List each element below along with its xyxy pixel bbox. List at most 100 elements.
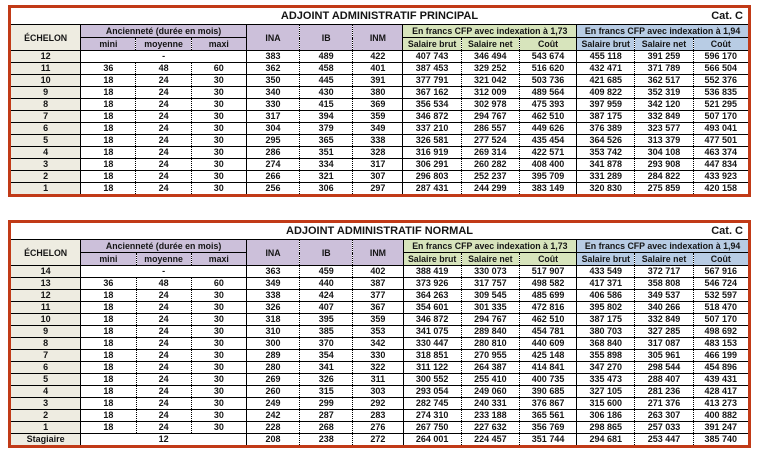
salaire-brut-194-cell: 432 471 (576, 62, 636, 75)
salaire-net-173-cell: 270 955 (460, 349, 520, 362)
cout-173-cell: 503 736 (518, 74, 578, 87)
salaire-brut-173-cell: 318 851 (402, 349, 462, 362)
grade-row: 4 18 24 30 286 351 328 316 919 269 314 422 571 353… (8, 146, 751, 159)
salaire-brut-173-cell: 341 075 (402, 325, 462, 338)
mini-header: mini (80, 37, 137, 51)
mini-cell: 18 (80, 397, 137, 410)
cout-194-cell: 447 834 (692, 158, 751, 171)
salaire-net-194-cell: 304 108 (634, 146, 694, 159)
maxi-cell: 30 (190, 134, 247, 147)
salaire-brut-194-cell: 376 389 (576, 122, 636, 135)
cfp-194-group-header: En francs CFP avec indexation à 1,94 (576, 239, 750, 253)
salaire-brut-194-cell: 387 175 (576, 313, 636, 326)
mini-cell: 18 (80, 98, 137, 111)
cout-173-cell: 517 907 (518, 265, 578, 278)
ib-cell: 430 (299, 86, 354, 99)
maxi-cell: 30 (190, 98, 247, 111)
salaire-net-194-cell: 323 577 (634, 122, 694, 135)
ina-cell: 300 (245, 337, 301, 350)
echelon-cell: 7 (8, 110, 82, 123)
salaire-net-173-cell: 233 188 (460, 409, 520, 422)
salaire-brut-194-cell: 294 681 (576, 433, 636, 447)
salaire-net-173-cell: 294 767 (460, 313, 520, 326)
grade-row: 7 18 24 30 289 354 330 318 851 270 955 425 148 355… (8, 349, 751, 362)
cout-194-cell: 566 504 (692, 62, 751, 75)
mini-cell: 18 (80, 361, 137, 374)
mini-cell: 18 (80, 373, 137, 386)
grade-row: 12 18 24 30 338 424 377 364 263 309 545 485 699 40… (8, 289, 751, 302)
salaire-brut-173-cell: 282 745 (402, 397, 462, 410)
maxi-cell: 30 (190, 170, 247, 183)
cout-194-header: Coût (692, 252, 751, 266)
ib-cell: 341 (299, 361, 354, 374)
inm-cell: 283 (352, 409, 404, 422)
category-label: Cat. C (711, 10, 743, 22)
grade-row: 1 18 24 30 256 306 297 287 431 244 299 383 149 320… (8, 182, 751, 196)
grade-row: 2 18 24 30 242 287 283 274 310 233 188 365 561 306… (8, 409, 751, 422)
ina-cell: 304 (245, 122, 301, 135)
echelon-cell: 9 (8, 325, 82, 338)
cout-194-cell: 420 158 (692, 182, 751, 196)
mini-cell: 18 (80, 421, 137, 434)
ib-cell: 351 (299, 146, 354, 159)
salaire-brut-194-cell: 364 526 (576, 134, 636, 147)
salaire-net-173-cell: 269 314 (460, 146, 520, 159)
normal-table: ADJOINT ADMINISTRATIF NORMAL Cat. C ÉCHE… (8, 220, 751, 448)
anciennete-merged-cell: - (80, 265, 247, 278)
maxi-cell: 30 (190, 409, 247, 422)
salaire-brut-194-cell: 353 742 (576, 146, 636, 159)
cout-194-cell: 483 153 (692, 337, 751, 350)
salaire-brut-194-cell: 315 600 (576, 397, 636, 410)
echelon-cell: 4 (8, 385, 82, 398)
mini-cell: 18 (80, 409, 137, 422)
salaire-brut-173-cell: 367 162 (402, 86, 462, 99)
salaire-brut-173-cell: 346 872 (402, 313, 462, 326)
maxi-cell: 30 (190, 373, 247, 386)
moyenne-cell: 24 (135, 134, 192, 147)
grade-row: 3 18 24 30 249 299 292 282 745 240 331 376 867 315… (8, 397, 751, 410)
salaire-net-173-cell: 312 009 (460, 86, 520, 99)
maxi-cell: 30 (190, 301, 247, 314)
salaire-net-173-cell: 249 060 (460, 385, 520, 398)
salaire-brut-194-cell: 341 878 (576, 158, 636, 171)
salaire-net-173-cell: 346 494 (460, 50, 520, 63)
cout-194-cell: 463 374 (692, 146, 751, 159)
moyenne-cell: 24 (135, 373, 192, 386)
salaire-net-194-cell: 288 407 (634, 373, 694, 386)
maxi-header: maxi (190, 252, 247, 266)
ina-cell: 289 (245, 349, 301, 362)
echelon-header: ÉCHELON (8, 239, 82, 266)
echelon-cell: 3 (8, 158, 82, 171)
ina-cell: 363 (245, 265, 301, 278)
anciennete-merged-cell: 12 (80, 433, 247, 447)
salaire-brut-173-cell: 356 534 (402, 98, 462, 111)
salaire-net-194-cell: 362 517 (634, 74, 694, 87)
ib-header: IB (299, 24, 354, 51)
salaire-brut-194-header: Salaire brut (576, 37, 636, 51)
inm-cell: 387 (352, 277, 404, 290)
ib-cell: 395 (299, 313, 354, 326)
grade-row: 10 18 24 30 318 395 359 346 872 294 767 462 510 38… (8, 313, 751, 326)
moyenne-cell: 24 (135, 98, 192, 111)
ina-cell: 383 (245, 50, 301, 63)
ib-cell: 370 (299, 337, 354, 350)
salaire-brut-173-cell: 306 291 (402, 158, 462, 171)
moyenne-cell: 24 (135, 146, 192, 159)
ina-cell: 280 (245, 361, 301, 374)
ina-cell: 295 (245, 134, 301, 147)
salaire-brut-194-cell: 306 186 (576, 409, 636, 422)
mini-cell: 18 (80, 134, 137, 147)
echelon-cell: 10 (8, 313, 82, 326)
grade-row: 6 18 24 30 280 341 322 311 122 264 387 414 841 347… (8, 361, 751, 374)
mini-cell: 18 (80, 146, 137, 159)
grade-row: 10 18 24 30 350 445 391 377 791 321 042 503 736 42… (8, 74, 751, 87)
salaire-net-194-cell: 284 822 (634, 170, 694, 183)
grade-row: 7 18 24 30 317 394 359 346 872 294 767 462 510 387… (8, 110, 751, 123)
salaire-net-194-cell: 358 808 (634, 277, 694, 290)
echelon-cell: 6 (8, 122, 82, 135)
salaire-net-194-cell: 281 236 (634, 385, 694, 398)
grade-row: 11 36 48 60 362 458 401 387 453 329 252 516 620 43… (8, 62, 751, 75)
cout-194-cell: 498 692 (692, 325, 751, 338)
inm-cell: 276 (352, 421, 404, 434)
cout-173-cell: 498 582 (518, 277, 578, 290)
